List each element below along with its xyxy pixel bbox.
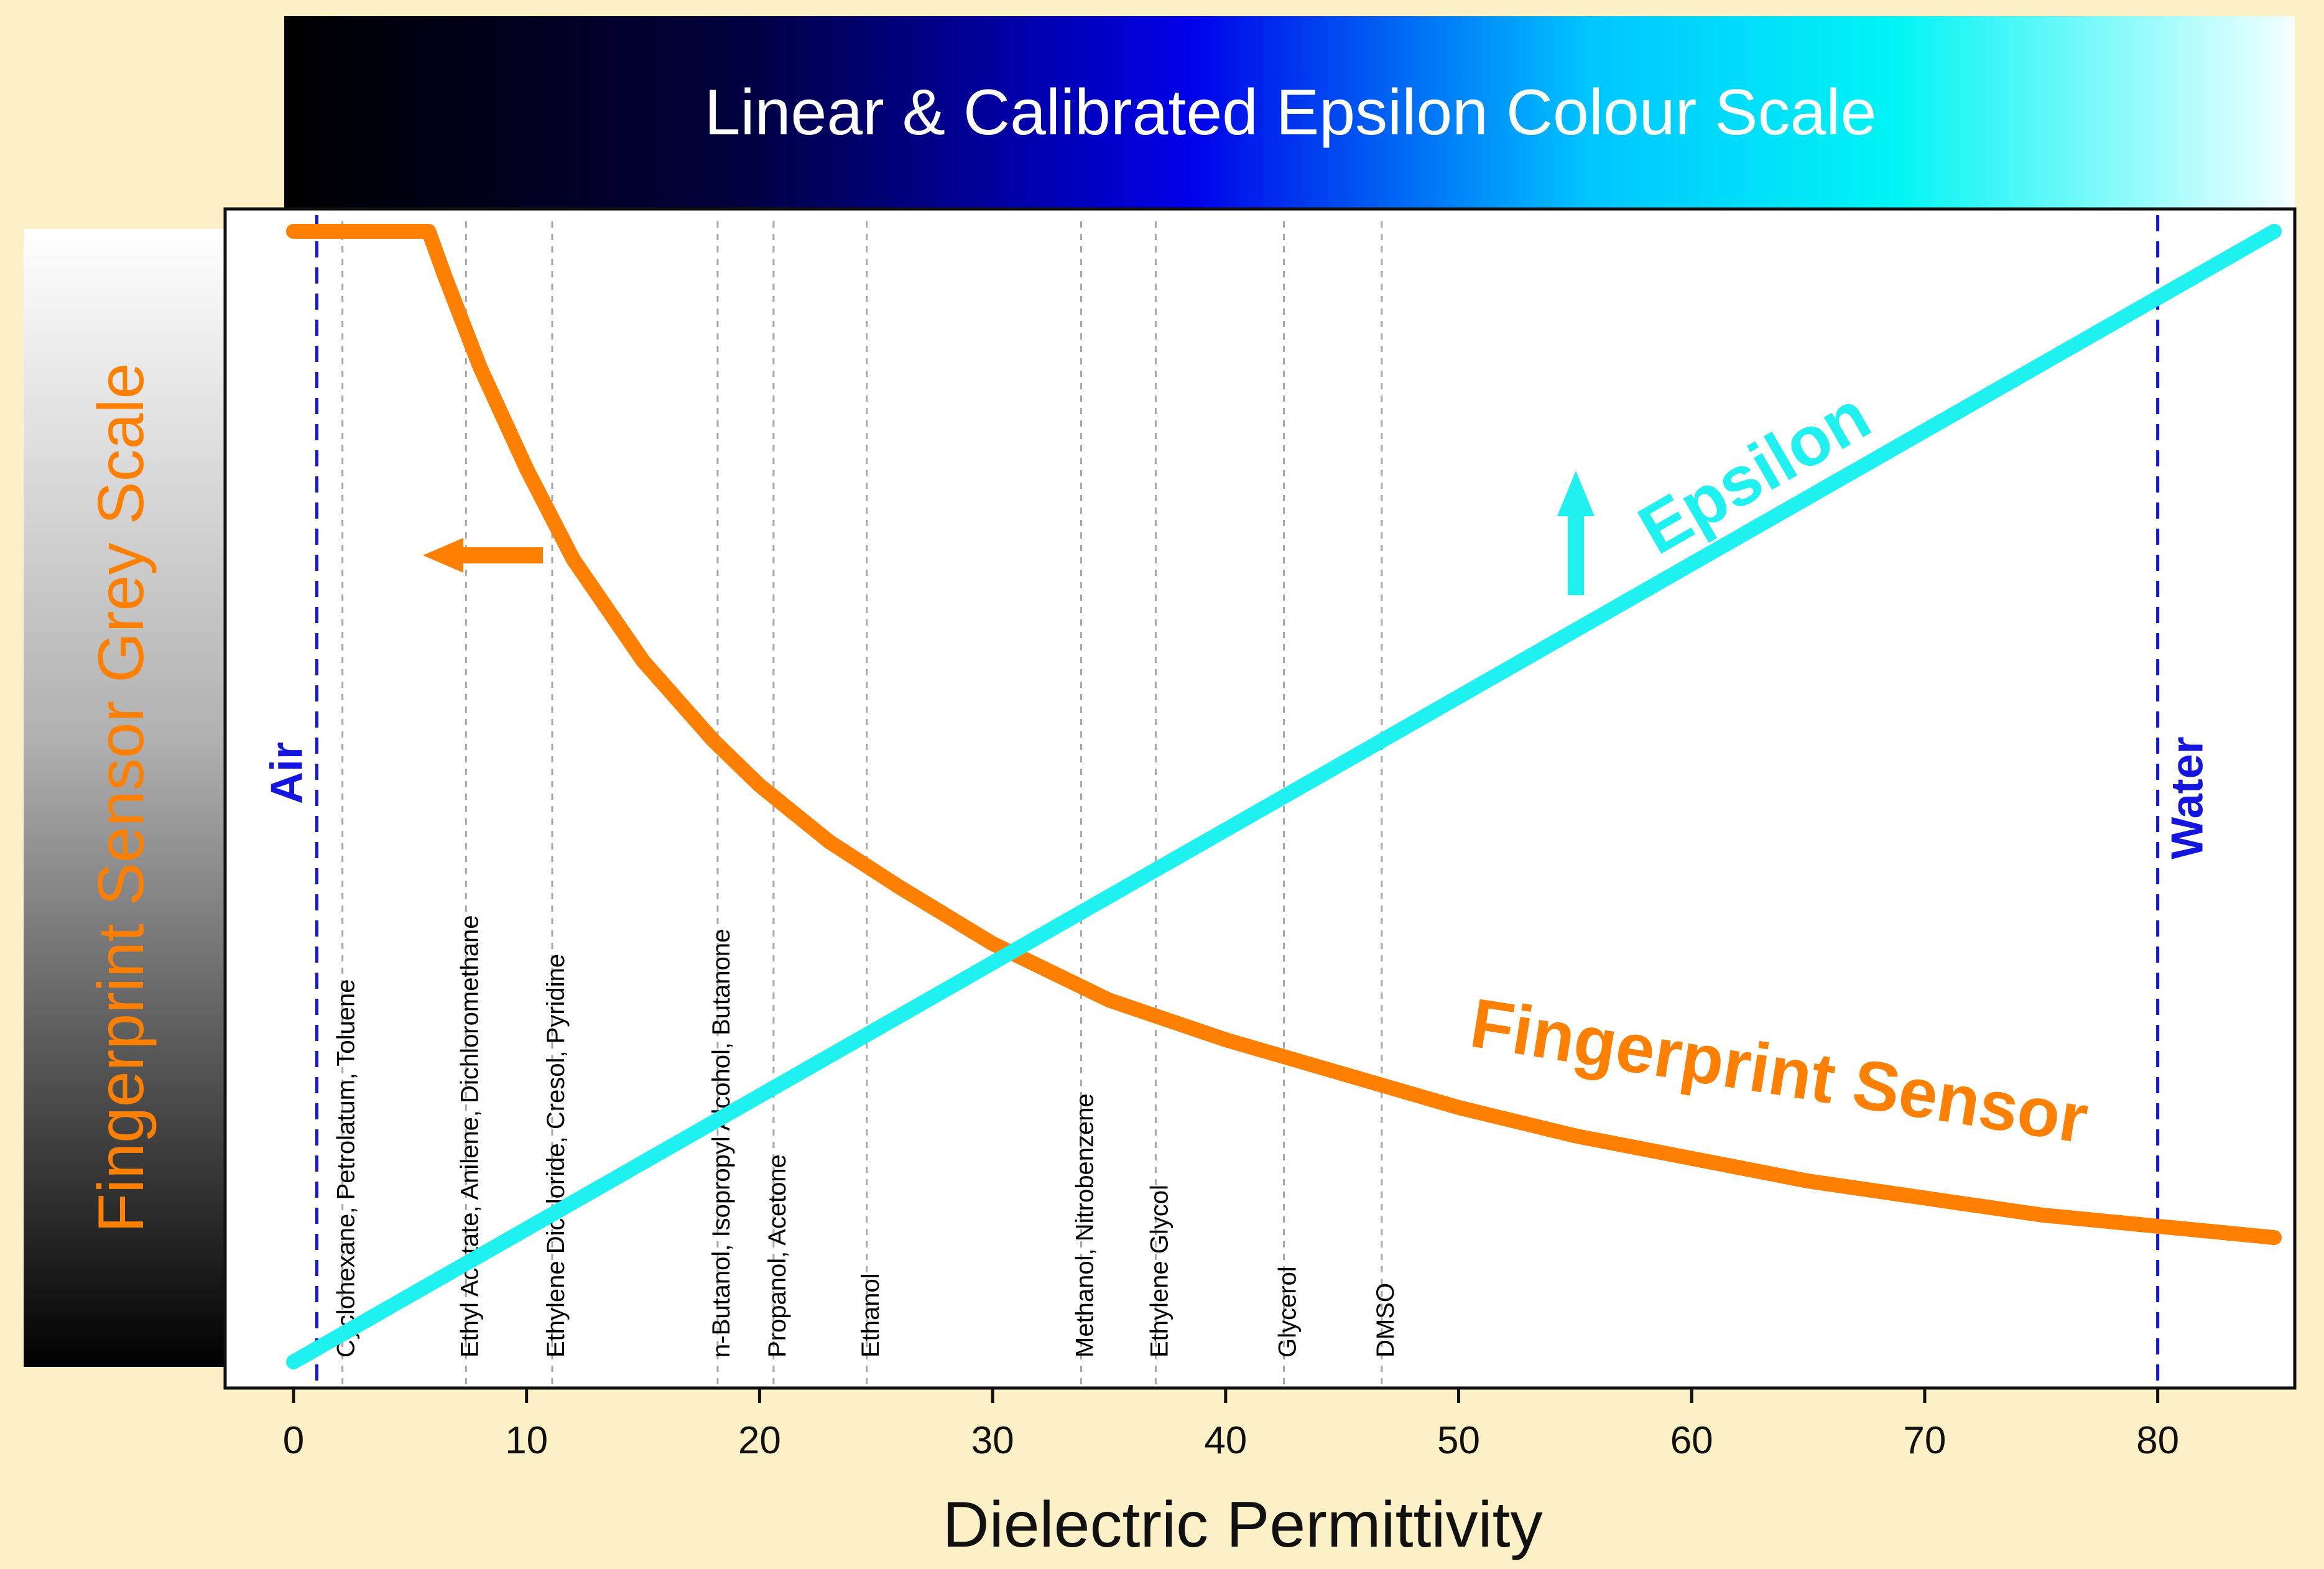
solvent-label: Cyclohexane, Petrolatum, Toluene xyxy=(333,979,360,1358)
grey-scale-title-part1: Fingerprint Sensor xyxy=(85,701,157,1233)
solvent-label: Methanol, Nitrobenzene xyxy=(1071,1093,1098,1358)
solvent-guides: Cyclohexane, Petrolatum, Toluene Ethyl Ac… xyxy=(333,221,1399,1388)
reference-lines: Air Water xyxy=(262,215,2213,1388)
x-tick-label: 60 xyxy=(1670,1419,1713,1462)
epsilon-colour-scale-bar xyxy=(284,16,2295,209)
x-tick-label: 30 xyxy=(971,1419,1014,1462)
x-tick-label: 40 xyxy=(1204,1419,1247,1462)
x-tick-label: 0 xyxy=(283,1419,304,1462)
series-lines xyxy=(286,224,2282,1369)
epsilon-axis-arrow xyxy=(1557,471,1595,595)
fingerprint-axis-arrow xyxy=(423,538,543,573)
plot-area xyxy=(223,207,2297,1390)
x-tick-label: 80 xyxy=(2136,1419,2179,1462)
reference-label-water: Water xyxy=(2163,736,2213,859)
x-tick-label: 70 xyxy=(1903,1419,1946,1462)
solvent-label: Ethyl Acetate, Anilene, Dichloromethane xyxy=(456,915,483,1358)
grey-scale-bar xyxy=(24,229,224,1367)
solvent-label: Ethylene Dichloride, Cresol, Pyridine xyxy=(542,954,570,1358)
solvent-label: n-Butanol, Isopropyl Alcohol, Butanone xyxy=(708,929,735,1358)
series-line-fingerprint-sensor xyxy=(286,224,2282,1246)
solvent-label: DMSO xyxy=(1372,1283,1399,1358)
series-line-epsilon xyxy=(286,224,2282,1369)
x-tick-label: 10 xyxy=(505,1419,548,1462)
grey-scale-title: Fingerprint Sensor Grey Scale xyxy=(85,363,157,1233)
x-tick-label: 20 xyxy=(738,1419,781,1462)
solvent-label: Glycerol xyxy=(1274,1266,1301,1358)
colour-scale-title: Linear & Calibrated Epsilon Colour Scale xyxy=(705,76,1877,149)
solvent-label: Propanol, Acetone xyxy=(764,1154,791,1358)
grey-scale-title-part2: Grey Scale xyxy=(85,363,157,701)
x-axis-label: Dielectric Permittivity xyxy=(943,1489,1543,1561)
reference-label-air: Air xyxy=(262,742,312,804)
solvent-label: Ethylene Glycol xyxy=(1146,1185,1173,1358)
x-axis-ticks: 0 10 20 30 40 50 60 70 80 xyxy=(283,1388,2179,1462)
solvent-label: Ethanol xyxy=(857,1273,884,1358)
x-tick-label: 50 xyxy=(1437,1419,1480,1462)
